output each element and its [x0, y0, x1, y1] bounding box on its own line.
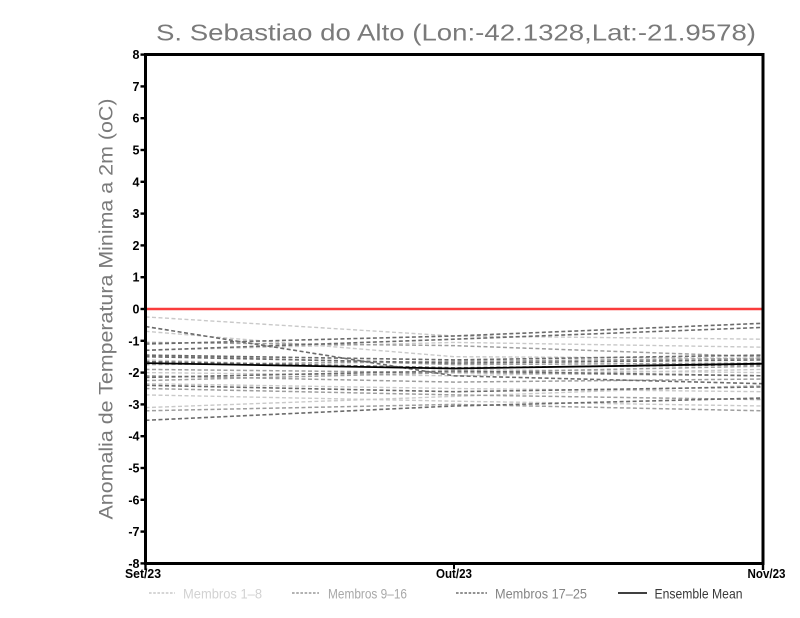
svg-text:Set/23: Set/23	[125, 566, 161, 581]
svg-text:3: 3	[133, 207, 140, 221]
svg-text:-2: -2	[128, 366, 139, 380]
svg-text:Membros 1–8: Membros 1–8	[183, 586, 262, 602]
svg-text:4: 4	[133, 175, 140, 189]
svg-text:Nov/23: Nov/23	[748, 566, 786, 581]
svg-text:-7: -7	[128, 525, 139, 539]
svg-text:7: 7	[133, 80, 140, 94]
svg-text:S. Sebastiao do Alto (Lon:-42.: S. Sebastiao do Alto (Lon:-42.1328,Lat:-…	[156, 20, 756, 46]
svg-text:-5: -5	[128, 462, 139, 476]
svg-text:Anomalia de Temperatura Minima: Anomalia de Temperatura Minima a 2m (oC)	[96, 99, 118, 520]
svg-text:Membros 17–25: Membros 17–25	[495, 586, 587, 602]
svg-text:-8: -8	[128, 557, 139, 571]
svg-text:8: 8	[133, 48, 140, 62]
svg-text:Out/23: Out/23	[436, 566, 472, 581]
svg-text:2: 2	[133, 239, 140, 253]
svg-text:0: 0	[133, 303, 140, 317]
svg-text:5: 5	[133, 144, 140, 158]
svg-text:-4: -4	[128, 430, 139, 444]
svg-text:6: 6	[133, 112, 140, 126]
svg-text:Ensemble Mean: Ensemble Mean	[655, 586, 743, 602]
svg-text:-1: -1	[128, 334, 139, 348]
svg-text:1: 1	[133, 271, 140, 285]
svg-text:-3: -3	[128, 398, 139, 412]
svg-text:Membros 9–16: Membros 9–16	[328, 586, 407, 602]
svg-text:-6: -6	[128, 493, 139, 507]
